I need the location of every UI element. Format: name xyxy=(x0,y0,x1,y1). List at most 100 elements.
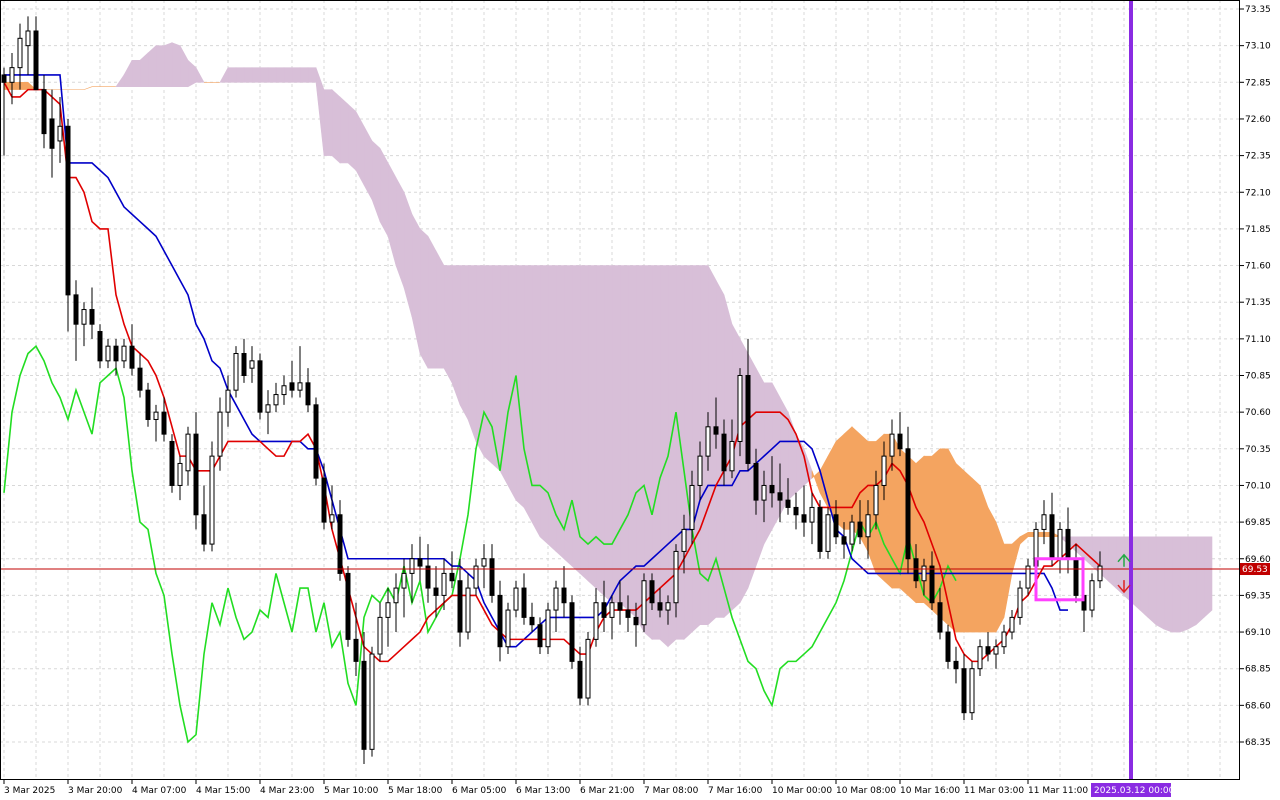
kumo-bear-segment xyxy=(683,265,693,641)
candle-body-bull xyxy=(185,433,191,472)
candle-body-bull xyxy=(873,484,879,516)
candle-body-bear xyxy=(841,536,847,545)
x-tick-label: 6 Mar 13:00 xyxy=(516,786,571,796)
y-tick-label: 69.85 xyxy=(1245,518,1271,528)
candle-body-bull xyxy=(281,385,287,396)
y-tick-label: 70.60 xyxy=(1245,408,1271,418)
kumo-bear-segment xyxy=(267,67,277,83)
kumo-bear-segment xyxy=(443,265,453,383)
kumo-bear-segment xyxy=(635,265,645,633)
candle-body-bear xyxy=(577,660,583,699)
candle-body-bull xyxy=(737,375,743,442)
candle-body-bear xyxy=(537,624,543,648)
candle-body-bear xyxy=(425,565,431,589)
y-tick-label: 72.85 xyxy=(1245,78,1271,88)
candle-body-bear xyxy=(497,594,503,648)
candle-body-bull xyxy=(225,389,231,413)
kumo-bear-segment xyxy=(611,265,621,604)
candle-body-bull xyxy=(993,646,999,655)
x-tick-label: 6 Mar 21:00 xyxy=(580,786,635,796)
arrow-down-icon xyxy=(1117,580,1131,594)
candle-body-bear xyxy=(257,360,263,413)
candle-body-bull xyxy=(1009,616,1015,633)
kumo-bear-segment xyxy=(163,42,173,87)
x-tick-label: 5 Mar 18:00 xyxy=(388,786,443,796)
candle-body-bull xyxy=(825,514,831,552)
kumo-bear-segment xyxy=(155,45,165,87)
candle-body-bear xyxy=(953,660,959,670)
candle-body-bull xyxy=(673,550,679,604)
kumo-bear-segment xyxy=(435,250,445,369)
y-tick-label: 73.35 xyxy=(1245,5,1271,15)
kumo-bear-segment xyxy=(563,265,573,567)
kumo-bear-segment xyxy=(627,265,637,619)
kumo-bear-segment xyxy=(379,148,389,237)
highlight-box xyxy=(1034,557,1085,602)
candle-body-bull xyxy=(393,587,399,604)
x-tick-label: 7 Mar 08:00 xyxy=(644,786,699,796)
x-tick-label: 11 Mar 03:00 xyxy=(964,786,1024,796)
kumo-bear-segment xyxy=(1139,536,1149,619)
candle-body-bear xyxy=(345,572,351,640)
candle-body-bear xyxy=(1049,514,1055,560)
candle-body-bull xyxy=(553,587,559,611)
candle-body-bear xyxy=(449,572,455,582)
kumo-bull-segment xyxy=(955,462,965,633)
kumo-bear-segment xyxy=(659,265,669,648)
kumo-bear-segment xyxy=(763,382,773,545)
candle-body-bear xyxy=(65,125,71,296)
candle-body-bear xyxy=(625,609,631,618)
kumo-bear-segment xyxy=(555,265,565,560)
candle-body-bull xyxy=(385,602,391,618)
candle-body-bear xyxy=(897,433,903,450)
candle-body-bear xyxy=(33,30,39,91)
kumo-bear-segment xyxy=(147,44,157,87)
kumo-bear-segment xyxy=(1107,536,1117,589)
candle-body-bull xyxy=(121,345,127,362)
candle-body-bear xyxy=(913,558,919,582)
candle-body-bear xyxy=(457,580,463,633)
kumo-bull-segment xyxy=(843,426,853,530)
candle-body-bear xyxy=(945,631,951,662)
kumo-bear-segment xyxy=(603,265,613,604)
candle-body-bull xyxy=(377,616,383,655)
candle-body-bull xyxy=(513,587,519,611)
candle-body-bull xyxy=(1017,587,1023,618)
kumo-bull-segment xyxy=(19,82,29,90)
candle-body-bear xyxy=(193,433,199,516)
kumo-bull-segment xyxy=(971,477,981,633)
kumo-bull-segment xyxy=(851,426,861,538)
candle-body-bull xyxy=(889,433,895,457)
candlesticks xyxy=(1,16,1103,764)
plot-border xyxy=(0,0,1240,780)
candle-body-bear xyxy=(41,89,47,135)
candle-body-bull xyxy=(681,528,687,552)
x-tick-label: 4 Mar 07:00 xyxy=(132,786,187,796)
kumo-bear-segment xyxy=(451,265,461,405)
y-tick-label: 72.60 xyxy=(1245,115,1271,125)
current-price-label: 69.53 xyxy=(1242,565,1268,575)
candle-body-bull xyxy=(641,580,647,626)
candle-body-bull xyxy=(153,411,159,420)
candle-body-bear xyxy=(305,382,311,406)
candle-body-bull xyxy=(1025,565,1031,589)
candle-body-bull xyxy=(273,394,279,406)
kumo-bear-segment xyxy=(771,382,781,530)
candle-body-bear xyxy=(313,404,319,479)
candle-body-bull xyxy=(921,565,927,582)
x-tick-label: 10 Mar 00:00 xyxy=(772,786,832,796)
kumo-bull-segment xyxy=(11,82,21,90)
kumo-bear-segment xyxy=(1171,536,1181,633)
candle-body-bull xyxy=(473,565,479,589)
kumo-bear-segment xyxy=(467,265,477,442)
kumo-bear-segment xyxy=(299,67,309,83)
kijun-sen-line xyxy=(4,74,1068,648)
candle-body-bear xyxy=(89,309,95,325)
y-tick-label: 69.10 xyxy=(1245,628,1271,638)
y-tick-label: 68.85 xyxy=(1245,665,1271,675)
kumo-bear-segment xyxy=(1147,536,1157,626)
candle-body-bull xyxy=(1097,565,1103,582)
kumo-bear-segment xyxy=(307,67,317,83)
